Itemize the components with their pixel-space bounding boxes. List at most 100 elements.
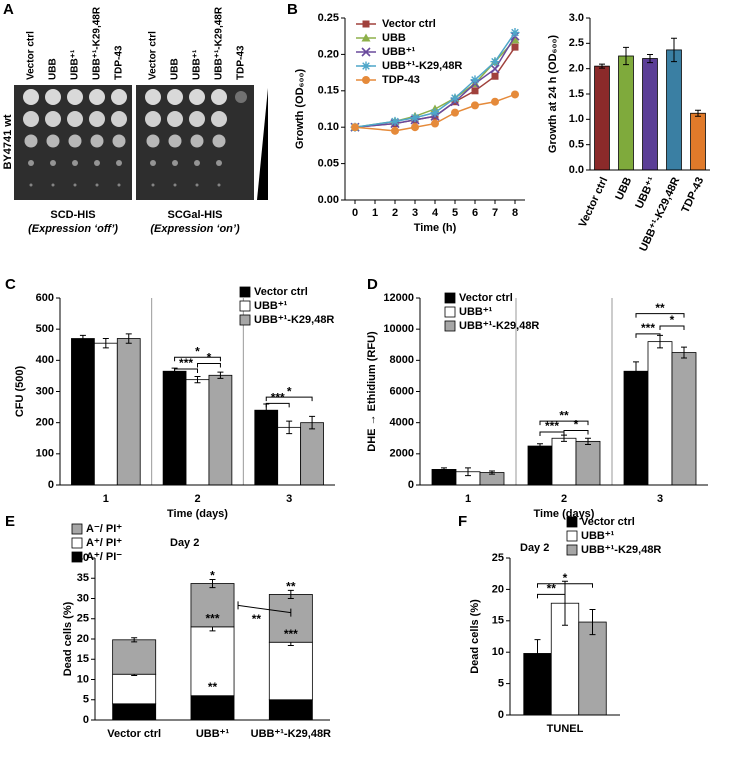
- marker: [490, 64, 500, 74]
- marker: [510, 35, 520, 44]
- spot: [216, 160, 222, 166]
- y-tick-label: 1.0: [569, 113, 584, 125]
- legend-label: Vector ctrl: [382, 18, 436, 30]
- y-tick-label: 6000: [390, 385, 414, 397]
- significance-bracket: [659, 325, 685, 331]
- significance-label: **: [252, 612, 262, 626]
- y-tick-label: 0.20: [318, 48, 339, 60]
- spot: [173, 183, 177, 187]
- legend-marker: [362, 20, 370, 28]
- spot: [145, 111, 161, 127]
- y-tick-label: 2.5: [569, 37, 584, 49]
- y-tick-label: 0.15: [318, 85, 339, 97]
- spot: [195, 183, 199, 187]
- marker: [390, 116, 400, 126]
- spot: [46, 134, 60, 148]
- y-tick-label: 0.00: [318, 194, 339, 206]
- legend-marker: [361, 47, 371, 57]
- column-label: UBB⁺¹-K29,48R: [92, 6, 103, 80]
- significance-label: *: [207, 351, 212, 365]
- bar: [527, 445, 553, 486]
- error-bar: [102, 338, 109, 349]
- significance-label: *: [574, 418, 579, 432]
- y-tick-label: 35: [77, 572, 89, 584]
- error-bar: [209, 578, 216, 589]
- significance-label: ***: [205, 612, 219, 626]
- significance-label: ***: [271, 391, 285, 405]
- significance-label: ***: [545, 419, 559, 433]
- error-bar: [286, 420, 293, 435]
- spot: [151, 183, 155, 187]
- legend-swatch: [239, 300, 251, 312]
- bar: [690, 112, 706, 171]
- y-tick-label: 300: [36, 385, 54, 397]
- spot: [150, 160, 156, 166]
- medium-label: SCGal-HIS: [167, 209, 222, 221]
- significance-label: *: [670, 313, 675, 327]
- legend-label: A⁺/ PI⁻: [86, 551, 122, 563]
- spot: [167, 111, 183, 127]
- spot: [72, 160, 78, 166]
- significance-label: *: [563, 571, 568, 585]
- y-tick-label: 30: [77, 592, 89, 604]
- column-label: UBB: [48, 58, 59, 80]
- legend-marker: [361, 61, 371, 71]
- legend-swatch: [444, 320, 456, 332]
- significance-bracket: [174, 356, 221, 362]
- y-tick-label: 1.5: [569, 88, 584, 100]
- x-tick-label: 1: [103, 493, 109, 505]
- bar: [671, 352, 697, 486]
- error-bar: [465, 467, 471, 477]
- x-tick-label: UBB⁺¹: [633, 175, 658, 211]
- significance-label: **: [559, 408, 569, 422]
- spot: [235, 91, 247, 103]
- y-axis-label: CFU (500): [14, 365, 26, 417]
- marker: [511, 43, 519, 51]
- legend-label: TDP-43: [382, 74, 420, 86]
- x-tick-label: 3: [412, 207, 418, 219]
- bar: [431, 469, 457, 486]
- panel-letter: A: [3, 1, 14, 18]
- error-bar: [633, 361, 639, 382]
- spot: [23, 111, 39, 127]
- column-label: TDP-43: [236, 45, 247, 80]
- condition-label: (Expression ‘on’): [150, 223, 240, 235]
- y-axis-label: DHE → Ethidium (RFU): [366, 331, 378, 452]
- marker: [491, 72, 499, 80]
- bar: [112, 673, 157, 705]
- bar: [666, 49, 682, 171]
- spot: [172, 160, 178, 166]
- x-tick-label: Vector ctrl: [577, 175, 611, 229]
- marker: [471, 87, 479, 95]
- marker: [490, 57, 500, 67]
- significance-label: *: [195, 344, 200, 358]
- column-label: UBB⁺¹: [70, 49, 81, 80]
- bar: [254, 409, 279, 486]
- legend-swatch: [444, 292, 456, 304]
- y-tick-label: 20: [492, 583, 504, 595]
- bar: [300, 422, 324, 486]
- marker: [450, 93, 460, 103]
- x-tick-label: Vector ctrl: [107, 728, 161, 740]
- spot: [211, 111, 227, 127]
- x-tick-label: 3: [286, 493, 292, 505]
- y-tick-label: 600: [36, 292, 54, 304]
- significance-label: ***: [284, 627, 298, 641]
- y-tick-label: 0: [408, 479, 414, 491]
- column-label: Vector ctrl: [148, 31, 159, 80]
- bar: [112, 639, 157, 675]
- error-bar: [599, 63, 605, 69]
- spot: [67, 111, 83, 127]
- column-label: UBB: [170, 58, 181, 80]
- strain-label: BY4741 wt: [2, 114, 14, 169]
- panel-letter: F: [458, 513, 467, 530]
- spot: [73, 183, 77, 187]
- marker: [510, 28, 520, 38]
- marker: [491, 97, 499, 106]
- spot: [51, 183, 55, 187]
- condition-label: (Expression ‘off’): [28, 223, 118, 235]
- spot: [189, 111, 205, 127]
- column-label: TDP-43: [114, 45, 125, 80]
- y-tick-label: 10: [77, 673, 89, 685]
- bar: [208, 374, 233, 486]
